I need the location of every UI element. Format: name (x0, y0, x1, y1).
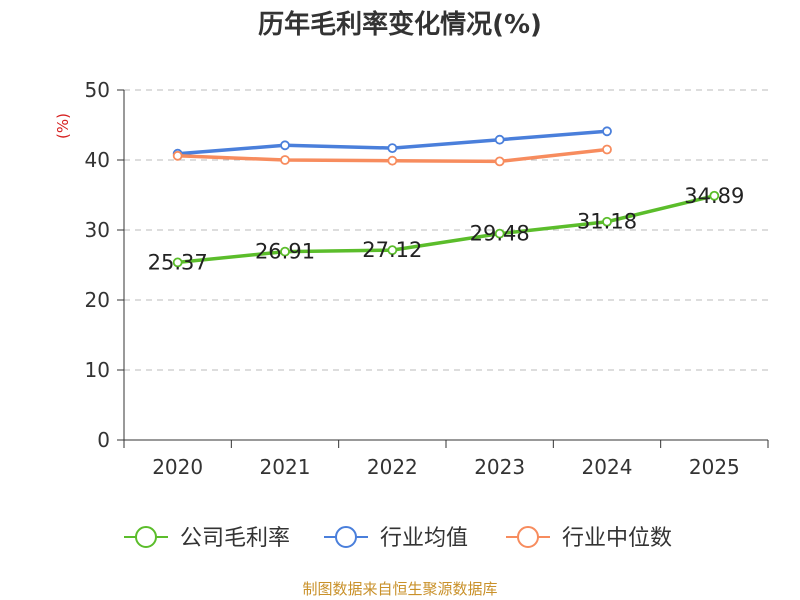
x-tick-label: 2023 (474, 455, 525, 479)
x-tick-label: 2025 (689, 455, 740, 479)
data-labels: 25.37 26.91 27.12 29.48 31.18 34.89 (148, 184, 745, 275)
series-line-0 (177, 194, 715, 265)
data-label: 34.89 (684, 184, 744, 208)
legend-item: 公司毛利率 (124, 526, 290, 551)
y-tick-label: 20 (85, 288, 110, 312)
data-point (280, 246, 290, 257)
x-tick-label: 2021 (260, 455, 311, 479)
data-point (387, 245, 398, 256)
axes: 0 10 20 30 40 50 2020 2021 2022 2023 2024 2025 (85, 78, 769, 479)
data-point (172, 150, 183, 161)
legend-marker (335, 526, 357, 548)
data-point (602, 216, 612, 227)
data-point (387, 155, 398, 166)
legend-label: 行业中位数 (562, 526, 672, 551)
data-label: 26.91 (255, 240, 315, 264)
data-point (280, 140, 290, 151)
y-axis-unit-label: (%) (54, 113, 72, 139)
source-note: 制图数据来自恒生聚源数据库 (302, 580, 498, 598)
chart-title: 历年毛利率变化情况(%) (258, 10, 542, 40)
grid-lines (124, 89, 768, 371)
data-point (602, 144, 612, 155)
y-tick-label: 30 (85, 218, 110, 242)
x-tick-label: 2024 (582, 455, 633, 479)
y-tick-label: 50 (85, 78, 110, 102)
data-point (280, 155, 290, 165)
data-label: 25.37 (148, 250, 208, 274)
data-label: 27.12 (362, 238, 422, 262)
x-tick-label: 2020 (152, 455, 203, 479)
legend-label: 行业均值 (380, 526, 468, 551)
y-tick-label: 10 (85, 358, 110, 382)
data-point (494, 228, 505, 239)
y-tick-label: 0 (97, 428, 110, 452)
series-lines (172, 126, 720, 268)
data-point (494, 134, 505, 145)
data-point (709, 190, 720, 201)
legend-item: 行业中位数 (506, 526, 672, 551)
data-label: 31.18 (577, 210, 637, 234)
legend-label: 公司毛利率 (180, 526, 290, 551)
data-point (172, 257, 183, 268)
y-tick-label: 40 (85, 148, 110, 172)
legend-item: 行业均值 (324, 526, 468, 551)
legend: 公司毛利率 行业均值 行业中位数 (124, 526, 672, 551)
data-point (494, 156, 505, 167)
x-tick-label: 2022 (367, 455, 418, 479)
data-label: 29.48 (470, 222, 530, 246)
data-point (602, 126, 612, 137)
legend-marker (135, 526, 157, 548)
legend-marker (517, 526, 539, 548)
data-point (387, 143, 398, 154)
